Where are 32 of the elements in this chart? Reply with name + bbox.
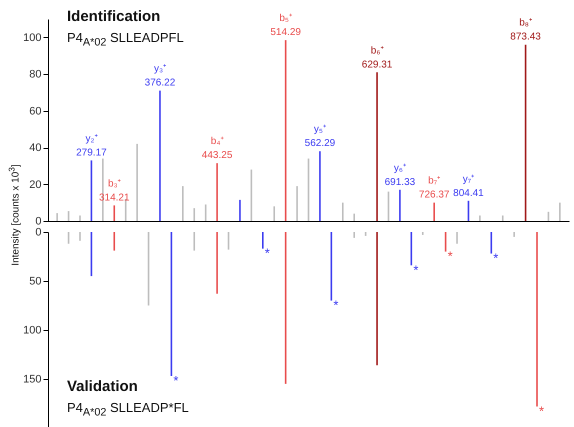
text: Validation [67,378,138,395]
annotation: b₈⁺ 873.43 [510,18,542,43]
annotation: * [413,262,418,278]
y-tick-label: 80 [29,68,42,81]
y-tick-label: 40 [29,142,42,154]
annotation: * [264,246,270,261]
annotation: y₅⁺ 562.29 [304,124,336,150]
y-tick-label: 0 [35,216,42,228]
y-tick-label: 100 [23,324,42,336]
text: P4$_{A*02}$ SLLEADPFL [67,30,184,49]
annotation: b₃⁺ 314.21 [98,178,130,204]
y-tick-label: 50 [29,276,42,288]
annotation: * [333,298,338,313]
annotation: y₆⁺ 691.33 [384,162,416,188]
annotation: y₃⁺ 376.22 [144,64,176,89]
y-tick-label: 60 [29,105,42,118]
y-tick-label: 100 [23,32,42,44]
annotation: * [448,248,453,264]
y-tick-label: 0 [35,226,42,238]
annotation: b₆⁺ 629.31 [362,45,393,70]
annotation: y₇⁺ 804.41 [453,174,484,199]
annotation: * [493,250,498,266]
annotation: b₅⁺ 514.29 [270,13,302,38]
chart-title: Identification [67,8,160,25]
annotation: b₄⁺ 443.25 [202,136,233,162]
annotation: b₇⁺ 726.37 [418,176,450,201]
text: P4$_{A*02}$ SLLEADP*FL [67,400,189,419]
annotation: * [173,373,178,388]
annotation: y₂⁺ 279.17 [76,133,108,158]
y-tick-label: 20 [29,178,42,191]
annotation: * [539,403,544,418]
y-tick-label: 150 [23,374,42,386]
